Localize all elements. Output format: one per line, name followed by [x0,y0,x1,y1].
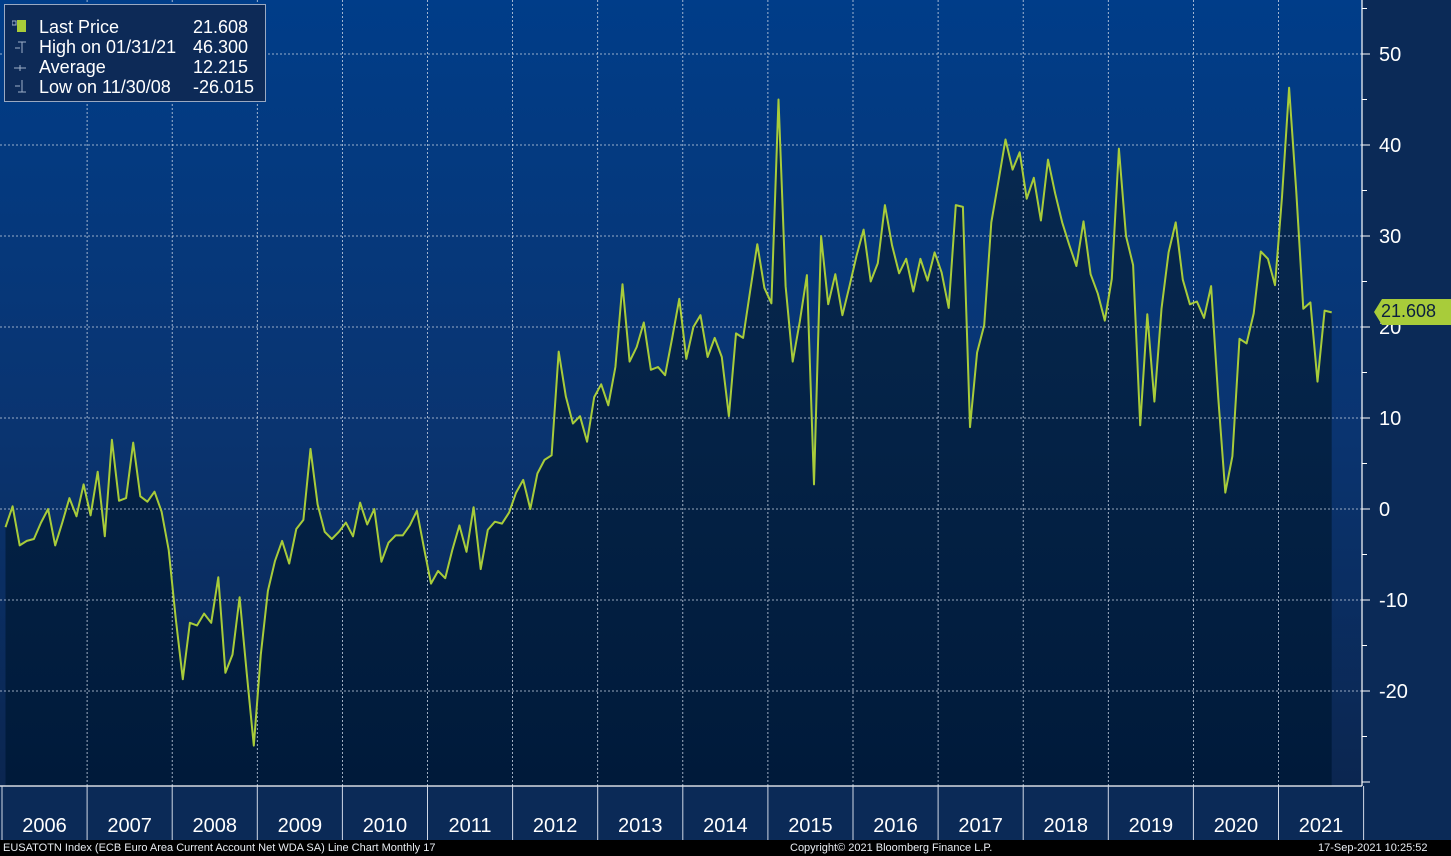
legend-value: -26.015 [193,77,255,97]
average-marker-icon [12,60,26,74]
y-tick-label: 10 [1379,408,1401,430]
x-axis-ticks: 2006 2007 2008 2009 2010 2011 2012 2013 2014 2015… [1,786,1365,840]
x-tick-label: 2008 [193,815,238,837]
x-tick-label: 2017 [958,815,1003,837]
y-tick-label: 0 [1379,499,1390,521]
x-tick-label: 2018 [1044,815,1089,837]
tag-arrow-shape [1374,299,1451,326]
chart-legend: Last Price 21.608 High on 01/31/21 46.30… [4,4,266,102]
low-marker-icon [12,80,26,94]
footer-copyright: Copyright© 2021 Bloomberg Finance L.P. [790,842,993,854]
x-tick-label: 2006 [22,815,67,837]
vertical-gridlines [86,0,1279,786]
legend-value: 46.300 [193,37,249,57]
y-tick-label: -10 [1379,590,1408,612]
square-marker-icon [11,20,26,34]
x-tick-label: 2012 [533,815,578,837]
last-value-text: 21.608 [1381,301,1437,322]
legend-row-last-price: Last Price 21.608 [5,17,265,37]
legend-row-average: Average 12.215 [5,57,265,77]
y-axis-background [1362,0,1451,786]
x-tick-label: 2016 [873,815,918,837]
x-tick-label: 2019 [1129,815,1174,837]
series-line-last-price [4,86,1332,747]
last-value-tag: 21.608 [1374,299,1451,326]
x-axis-background [0,786,1451,840]
x-tick-label: 2020 [1214,815,1259,837]
x-tick-label: 2021 [1299,815,1344,837]
x-tick-label: 2014 [703,815,748,837]
x-tick-label: 2007 [107,815,152,837]
x-tick-label: 2011 [449,815,492,837]
high-marker-icon [12,40,26,54]
legend-value: 12.215 [193,57,249,77]
legend-label: Average [39,57,106,77]
footer-timestamp: 17-Sep-2021 10:25:52 [1318,842,1428,854]
x-tick-label: 2015 [788,815,833,837]
legend-row-low: Low on 11/30/08 -26.015 [5,77,265,97]
x-tick-label: 2013 [618,815,663,837]
y-tick-label: 40 [1379,135,1401,157]
legend-row-high: High on 01/31/21 46.300 [5,37,265,57]
x-tick-label: 2010 [363,815,408,837]
area-fill [5,87,1332,786]
x-tick-label: 2009 [278,815,323,837]
legend-label: High on 01/31/21 [39,37,177,57]
legend-label: Last Price [39,17,120,37]
legend-value: 21.608 [193,17,249,37]
y-tick-label: 30 [1379,226,1401,248]
horizontal-gridlines [0,53,1362,692]
y-tick-label: -20 [1379,681,1408,703]
footer-security-description: EUSATOTN Index (ECB Euro Area Current Ac… [3,842,436,854]
legend-label: Low on 11/30/08 [39,77,171,97]
y-tick-label: 50 [1379,44,1401,66]
